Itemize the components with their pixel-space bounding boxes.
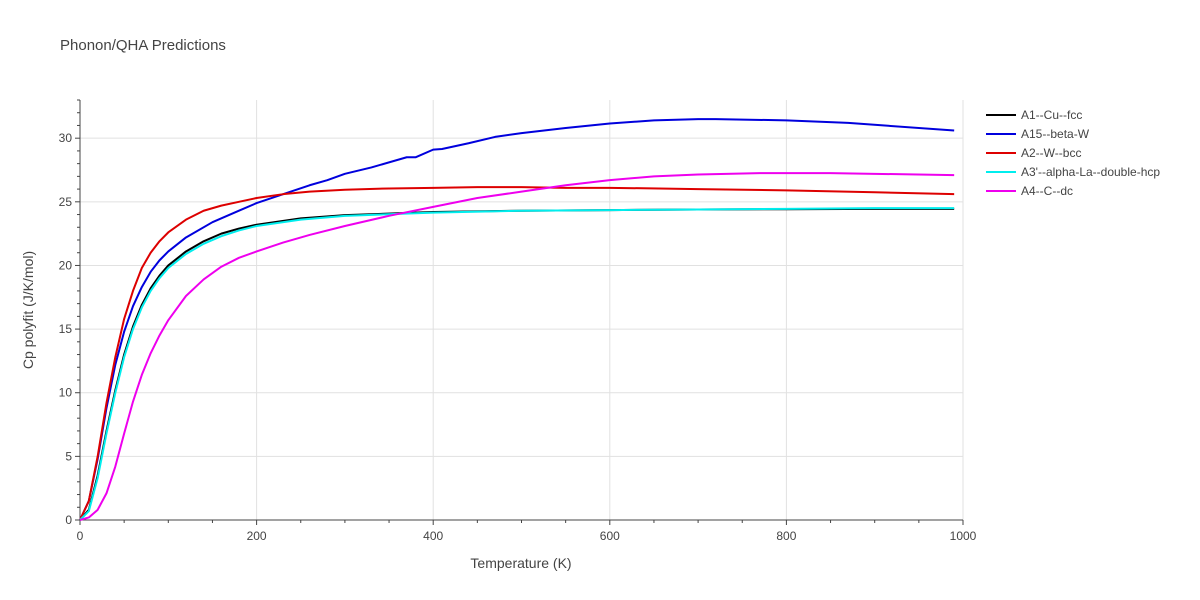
x-tick-label: 600 (600, 529, 620, 543)
series-line-1 (79, 207, 955, 521)
legend-item[interactable]: A2--W--bcc (986, 146, 1081, 160)
legend-item[interactable]: A3'--alpha-La--double-hcp (986, 165, 1160, 179)
series-line-4 (79, 207, 955, 521)
legend[interactable]: A1--Cu--fcc A15--beta-W A2--W--bcc A3'--alp… (986, 108, 1160, 198)
chart-title: Phonon/QHA Predictions (60, 37, 226, 54)
x-axis-ticks: 0 200 400 600 800 1000 (77, 520, 977, 543)
series-line-2 (79, 118, 955, 521)
axes (79, 100, 963, 521)
legend-label: A1--Cu--fcc (1021, 108, 1082, 122)
y-tick-label: 15 (59, 322, 73, 336)
series-line-5 (79, 172, 955, 521)
y-tick-label: 25 (59, 195, 73, 209)
legend-item[interactable]: A1--Cu--fcc (986, 108, 1082, 122)
legend-label: A4--C--dc (1021, 184, 1073, 198)
series-line-3 (79, 186, 955, 521)
y-tick-label: 30 (59, 131, 73, 145)
y-tick-label: 0 (65, 513, 72, 527)
x-tick-label: 800 (776, 529, 796, 543)
y-tick-label: 10 (59, 386, 73, 400)
legend-label: A2--W--bcc (1021, 146, 1081, 160)
series-lines (79, 118, 955, 521)
x-axis-label: Temperature (K) (470, 555, 571, 571)
y-tick-label: 5 (65, 449, 72, 463)
legend-label: A15--beta-W (1021, 127, 1090, 141)
x-tick-label: 1000 (950, 529, 977, 543)
x-tick-label: 400 (423, 529, 443, 543)
y-tick-label: 20 (59, 258, 73, 272)
x-tick-label: 200 (247, 529, 267, 543)
legend-item[interactable]: A4--C--dc (986, 184, 1073, 198)
y-axis-label: Cp polyfit (J/K/mol) (20, 251, 36, 369)
y-axis-ticks: 0 5 10 15 20 25 30 (59, 99, 80, 527)
x-tick-label: 0 (77, 529, 84, 543)
grid-lines (80, 100, 964, 520)
legend-item[interactable]: A15--beta-W (986, 127, 1090, 141)
legend-label: A3'--alpha-La--double-hcp (1021, 165, 1160, 179)
